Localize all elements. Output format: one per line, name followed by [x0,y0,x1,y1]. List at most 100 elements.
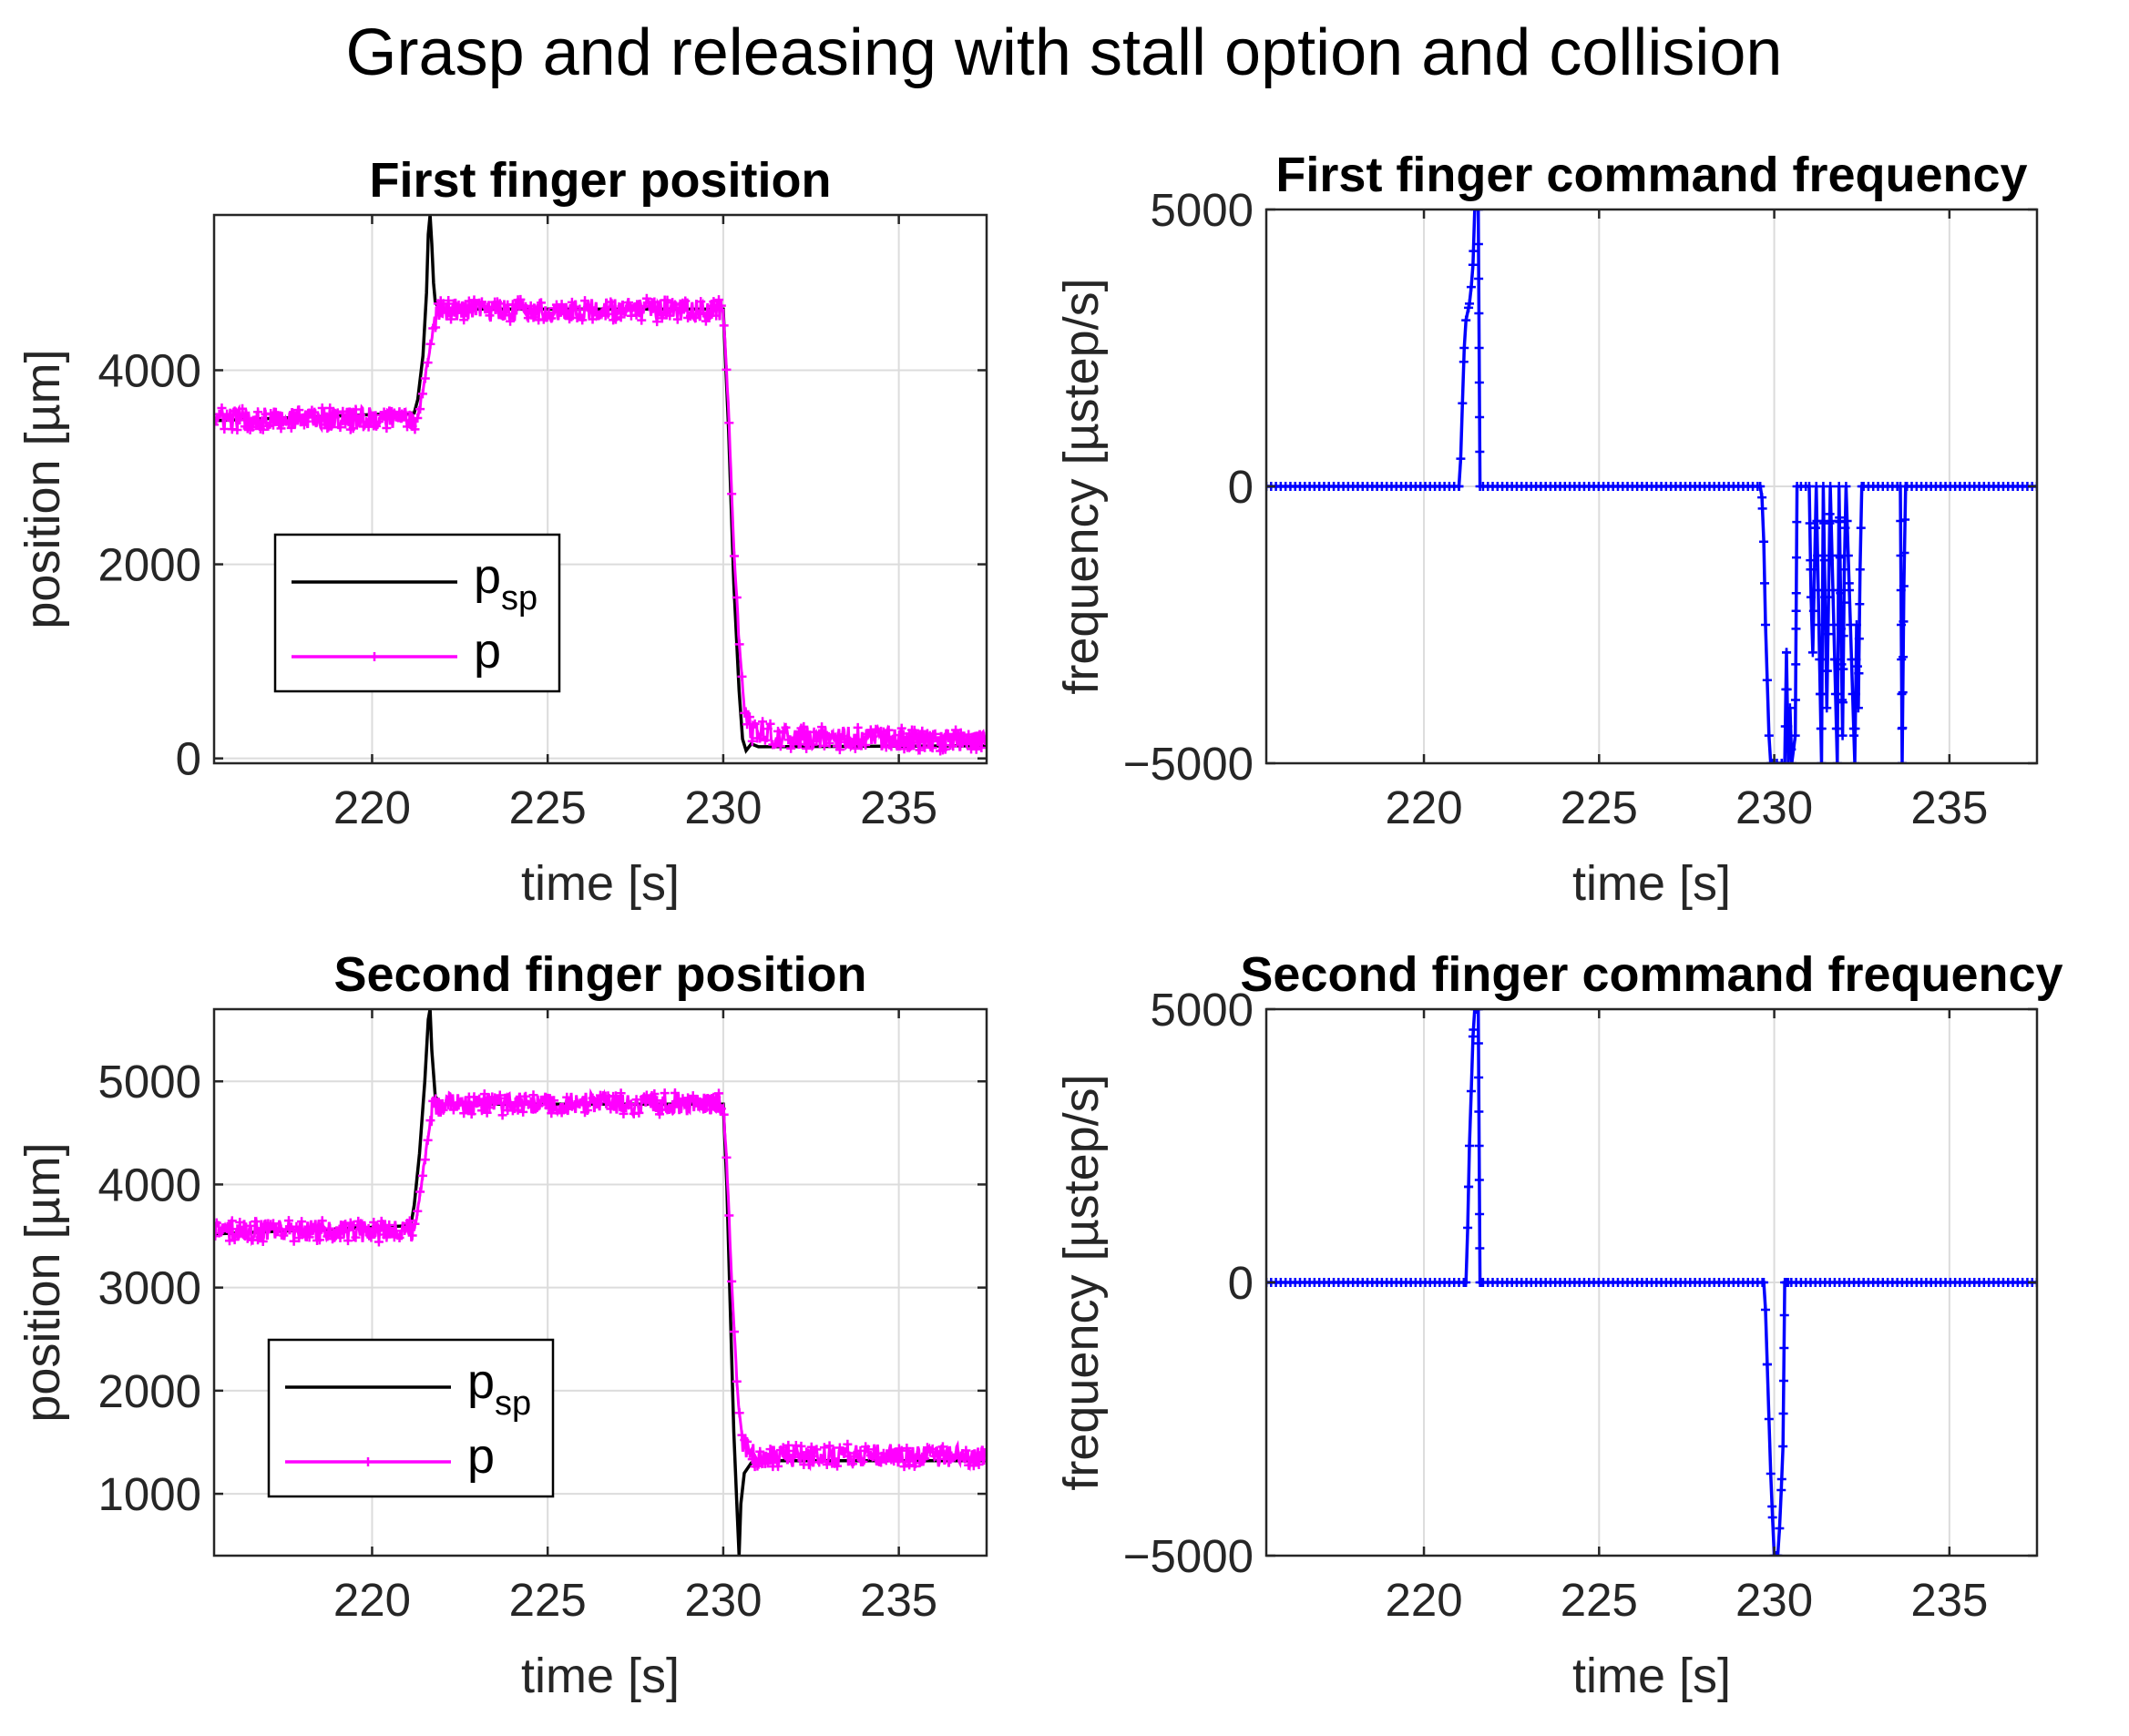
data-point [214,409,224,419]
data-point [251,415,261,425]
legend-label-subscript: sp [501,579,537,618]
data-point [217,403,227,413]
data-point [1835,553,1845,563]
data-point [819,1443,829,1453]
data-point [848,1459,858,1469]
data-point [1843,551,1853,560]
data-point [526,1097,536,1107]
data-point [863,1445,873,1455]
data-point [850,743,860,753]
data-point [279,1231,289,1241]
data-point [333,408,343,418]
data-point [462,308,472,318]
data-point [915,745,925,755]
data-point [1849,730,1859,740]
series-p [214,293,987,756]
data-point [1842,516,1852,526]
data-point [1806,556,1816,566]
data-point [394,1232,404,1242]
data-point [943,729,953,739]
data-point [1838,631,1848,641]
data-point [1469,1009,1479,1014]
data-point [1776,1475,1786,1484]
y-tick-label: 4000 [98,1159,201,1210]
data-point [977,743,987,753]
data-point [227,1216,237,1226]
data-point [1833,689,1843,699]
data-point [961,1445,971,1455]
data-point [404,1216,415,1226]
data-point [258,424,268,434]
data-point [487,301,497,311]
data-point [806,740,816,750]
data-point [1757,1278,1767,1287]
data-point [495,299,505,309]
data-point [297,1217,307,1227]
legend-label: p [467,1429,495,1484]
data-point [593,1096,603,1106]
data-point [621,304,631,314]
y-tick-label: 0 [1228,461,1254,513]
data-point [878,1448,888,1458]
data-point [1838,664,1848,674]
data-point [1832,759,1842,763]
data-point [637,315,647,325]
data-point [423,358,433,368]
data-point [258,1237,268,1247]
data-point [641,293,651,303]
data-point [415,404,425,414]
data-point [1779,1343,1789,1353]
x-tick-label: 230 [684,1574,762,1626]
chart-title: First finger command frequency [1275,148,2027,202]
data-point [476,1106,486,1116]
data-point [322,1231,333,1241]
data-point [413,1206,423,1216]
data-point [289,1236,299,1246]
data-point [755,733,765,743]
series-f2 [1266,1009,2037,1556]
data-point [1824,556,1834,566]
data-point [1806,592,1816,602]
data-point [1839,597,1849,608]
data-point [899,744,909,754]
data-point [459,315,469,325]
data-point [500,311,510,321]
data-point [781,722,791,732]
data-point [812,736,822,746]
data-point [335,1233,345,1242]
data-point [466,1109,476,1119]
x-axis-label: time [s] [1572,856,1731,911]
data-point [909,725,919,735]
data-point [1459,357,1469,367]
data-point [902,1444,912,1454]
data-point [1855,599,1865,609]
data-point [1846,620,1856,629]
data-point [1853,703,1863,713]
data-point [1892,482,1902,491]
data-point [1782,648,1792,658]
data-point [1835,513,1845,523]
data-point [1464,1182,1474,1191]
data-point [510,300,520,310]
data-point [948,741,958,751]
data-point [858,1456,868,1466]
data-point [245,1220,255,1231]
data-point [691,1097,701,1107]
data-point [740,708,750,718]
data-point [961,734,971,744]
data-point [235,1218,245,1228]
data-point [1851,689,1860,699]
data-point [606,297,616,307]
data-point [1760,1305,1770,1314]
data-point [613,305,623,315]
data-point [222,1223,232,1233]
x-axis-label: time [s] [521,856,680,911]
data-point [338,406,348,416]
data-point [1474,1175,1484,1185]
data-point [714,1088,724,1098]
data-point [302,416,312,426]
data-point [521,1091,531,1101]
data-point [1856,523,1866,533]
data-point [799,721,809,731]
